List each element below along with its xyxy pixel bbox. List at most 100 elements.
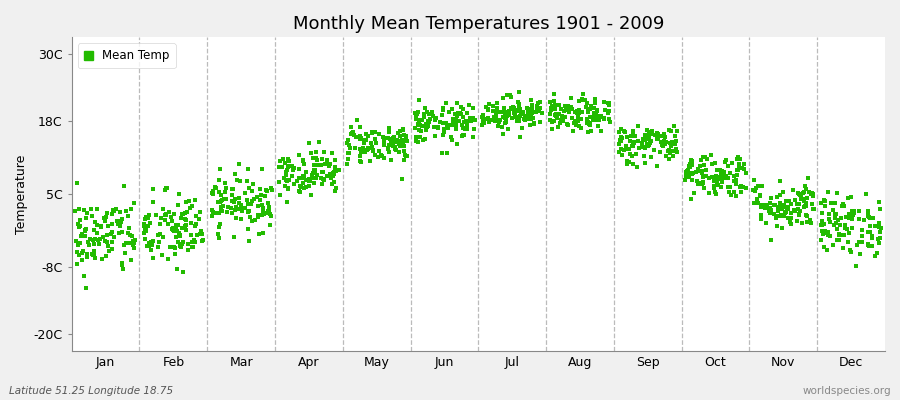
Point: [491, 105, 505, 111]
Point: [684, 170, 698, 176]
Point: [871, 236, 886, 242]
Point: [212, 198, 227, 205]
Point: [69, 238, 84, 244]
Point: [392, 138, 406, 144]
Point: [518, 113, 532, 120]
Point: [485, 116, 500, 123]
Point: [146, 199, 160, 205]
Point: [381, 145, 395, 151]
Point: [410, 122, 425, 128]
Point: [458, 126, 473, 132]
Point: [792, 210, 806, 217]
Point: [77, 228, 92, 234]
Point: [225, 186, 239, 193]
Point: [299, 177, 313, 183]
Point: [436, 107, 451, 114]
Point: [361, 132, 375, 139]
Point: [354, 135, 368, 142]
Point: [829, 220, 843, 226]
Point: [706, 178, 721, 184]
Point: [752, 193, 767, 199]
Point: [292, 174, 307, 181]
Point: [467, 117, 482, 123]
Point: [99, 214, 113, 220]
Point: [309, 149, 323, 155]
Point: [256, 206, 270, 212]
Point: [175, 241, 189, 247]
Text: worldspecies.org: worldspecies.org: [803, 386, 891, 396]
Point: [387, 134, 401, 140]
Point: [731, 166, 745, 173]
Point: [412, 117, 427, 124]
Point: [234, 203, 248, 209]
Point: [76, 273, 91, 279]
Point: [696, 154, 710, 160]
Point: [411, 97, 426, 103]
Point: [591, 114, 606, 121]
Point: [195, 230, 210, 237]
Point: [611, 149, 625, 155]
Point: [70, 261, 85, 267]
Point: [725, 160, 740, 167]
Point: [791, 190, 806, 197]
Point: [597, 115, 611, 121]
Point: [526, 115, 540, 122]
Point: [721, 174, 735, 181]
Point: [662, 156, 677, 162]
Point: [194, 228, 208, 234]
Point: [455, 106, 470, 112]
Point: [508, 112, 523, 118]
Point: [173, 233, 187, 240]
Point: [714, 173, 728, 179]
Point: [563, 104, 578, 110]
Point: [464, 118, 478, 124]
Point: [788, 208, 802, 214]
Point: [686, 170, 700, 176]
Point: [797, 203, 812, 210]
Point: [455, 132, 470, 138]
Point: [527, 120, 542, 126]
Point: [558, 114, 572, 120]
Point: [318, 160, 332, 167]
Point: [778, 210, 793, 217]
Point: [614, 137, 628, 143]
Point: [447, 118, 462, 124]
Point: [617, 147, 632, 154]
Point: [261, 207, 275, 214]
Point: [273, 192, 287, 198]
Point: [873, 229, 887, 235]
Point: [233, 202, 248, 208]
Point: [612, 141, 626, 148]
Point: [681, 173, 696, 179]
Point: [525, 102, 539, 108]
Point: [343, 144, 357, 151]
Point: [511, 101, 526, 108]
Point: [90, 206, 104, 212]
Point: [355, 149, 369, 156]
Point: [754, 204, 769, 210]
Point: [565, 114, 580, 121]
Point: [256, 208, 270, 215]
Point: [188, 239, 202, 246]
Point: [393, 143, 408, 149]
Point: [797, 183, 812, 189]
Point: [409, 110, 423, 117]
Point: [286, 181, 301, 188]
Point: [626, 142, 640, 148]
Point: [840, 226, 854, 232]
Point: [580, 119, 595, 125]
Point: [358, 149, 373, 156]
Point: [783, 219, 797, 226]
Point: [861, 241, 876, 247]
Point: [860, 210, 875, 216]
Point: [460, 122, 474, 129]
Title: Monthly Mean Temperatures 1901 - 2009: Monthly Mean Temperatures 1901 - 2009: [292, 15, 664, 33]
Point: [302, 178, 316, 184]
Point: [278, 160, 293, 167]
Point: [482, 106, 496, 112]
Point: [83, 236, 97, 242]
Point: [235, 204, 249, 211]
Point: [784, 221, 798, 228]
Point: [794, 195, 808, 202]
Point: [445, 106, 459, 112]
